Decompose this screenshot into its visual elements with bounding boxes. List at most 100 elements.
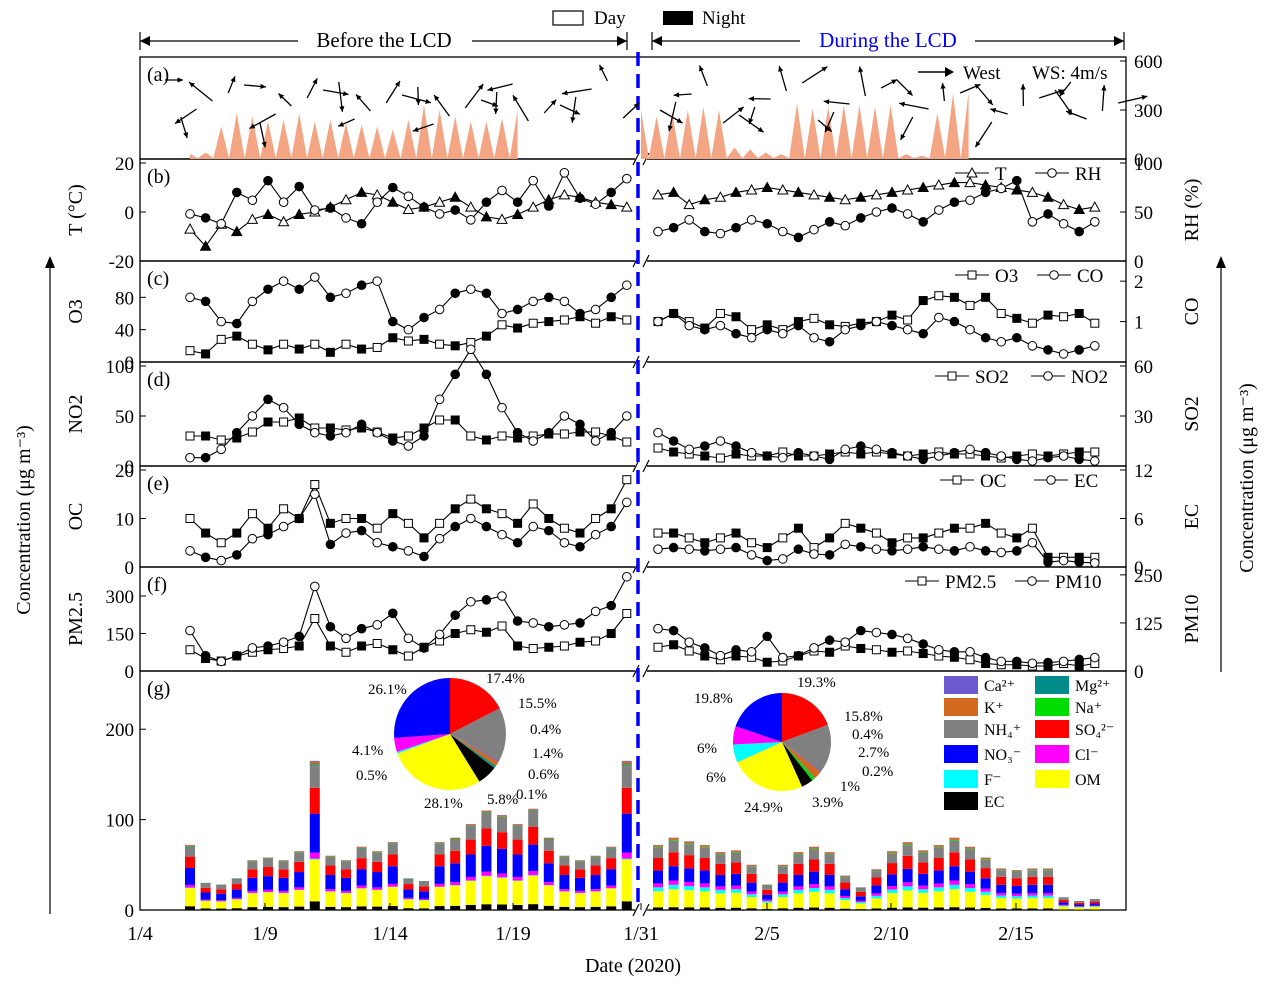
series-NO2-before-point [466,344,476,355]
bar-during-segment [777,873,788,883]
series-OC-during-point [949,523,959,533]
series-O3-before-point [419,334,429,344]
series-RH-during-point [965,195,975,206]
bar-during-segment [980,907,991,910]
bar-before-segment [481,876,492,905]
bar-before-segment [403,908,414,910]
series-NO2-during-point [1074,454,1084,465]
series-O3-before-point [247,339,257,349]
series-NO2-during-point [653,427,663,438]
series-RH-during-point [824,217,835,227]
legend-label-NO3-: NO₃⁻ [984,747,1021,764]
series-RH-during-point [793,232,804,243]
bar-before-segment [512,825,523,827]
series-EC-during-point [840,539,851,550]
series-RH-during-point [902,209,913,219]
series-OC-during-point [825,533,835,543]
bar-during-segment [933,891,944,908]
series-NO2-before-point [575,419,585,430]
series-SO2-during-point [731,449,741,459]
series-RH-during-point [746,215,757,225]
series-NO2-during-point [700,441,710,451]
series-RH-during-point [762,218,773,229]
bar-before-segment [372,906,383,910]
series-OC-before-point [606,504,616,514]
bar-before-segment [309,859,320,902]
pie-before-label: 0.1% [516,787,547,803]
bar-during-segment [996,876,1007,885]
series-CO-during-point [762,324,773,335]
bar-during-segment [840,889,851,896]
wind-arrow-head [778,66,784,72]
bar-before-segment [372,851,383,853]
series-EC-before-point [497,529,507,540]
bar-before-segment [247,860,258,862]
bar-during-segment [793,863,804,875]
series-PM10-during-point [1090,652,1100,663]
bar-during-segment [668,866,679,881]
series-CO-before-point [528,296,539,307]
wind-arrow-head [260,83,266,90]
bar-during-segment [809,848,819,850]
bar-before-segment [387,842,398,844]
x-tick-label: 1/4 [127,923,153,945]
pie-during-slice [733,742,782,763]
bar-before-segment [528,875,539,876]
series-PM10-during-point [1012,656,1022,667]
pie-before-slice [450,734,495,782]
bar-during-segment [1011,896,1022,899]
series-T-during-point [964,176,976,188]
bar-during-segment [699,847,710,859]
series-PM10-before-point [590,606,601,617]
bar-before-segment [465,880,476,906]
bar-during-segment [996,898,1007,909]
bar-during-segment [949,840,960,841]
bar-before-segment [512,824,523,826]
bar-before-segment [575,861,585,870]
bar-during-segment [1058,906,1069,910]
pie-before-slice [397,734,480,790]
legend-night-swatch [663,11,693,25]
bar-before-segment [309,901,320,910]
series-RH-before-point [528,175,539,186]
bar-before-segment [528,871,539,876]
series-OC-before-point [403,518,413,528]
bar-before-segment [216,889,227,894]
bar-before-segment [621,901,632,910]
bar-during-segment [715,907,726,910]
series-PM10-during-point [1027,658,1038,669]
bar-during-segment [1089,901,1100,904]
series-PM10-during-point [668,625,679,636]
wind-arrow-head [1141,94,1148,101]
wind-arrow-head [175,118,181,124]
axis-break-mark [632,664,640,678]
bar-during-segment [1027,893,1038,896]
series-O3-before-point [325,347,335,357]
bar-before-segment [465,905,476,910]
series-CO-before-point [559,296,570,307]
series-PM25-before-point [497,621,507,631]
y2-tick-label: 100 [1134,154,1163,175]
series-EC-during-point [778,554,788,564]
series-PM10-before-point [434,629,445,640]
bar-during-segment [902,886,913,891]
series-EC-during-point [746,550,757,560]
series-EC-before-point [403,546,414,556]
y2-tick-label: 250 [1134,566,1163,587]
series-RH-before-point [419,202,429,212]
bar-during-segment [933,883,944,888]
bar-before-segment [185,846,195,857]
series-PM25-before-point [294,641,304,651]
series-OC-before-point [357,514,367,523]
series-EC-during-point [1058,555,1069,566]
bar-before-segment [434,883,445,887]
series-PM25-before-point [481,627,491,637]
series-T-before-point [340,193,352,205]
y-tick-label: 80 [115,288,134,309]
pie-before-label: 15.5% [518,696,557,712]
bar-before-segment [200,892,211,900]
bar-during-segment [996,884,1007,894]
series-RH-during-point [980,187,991,198]
bar-before-segment [356,858,367,870]
series-RH-during-point [856,213,866,223]
